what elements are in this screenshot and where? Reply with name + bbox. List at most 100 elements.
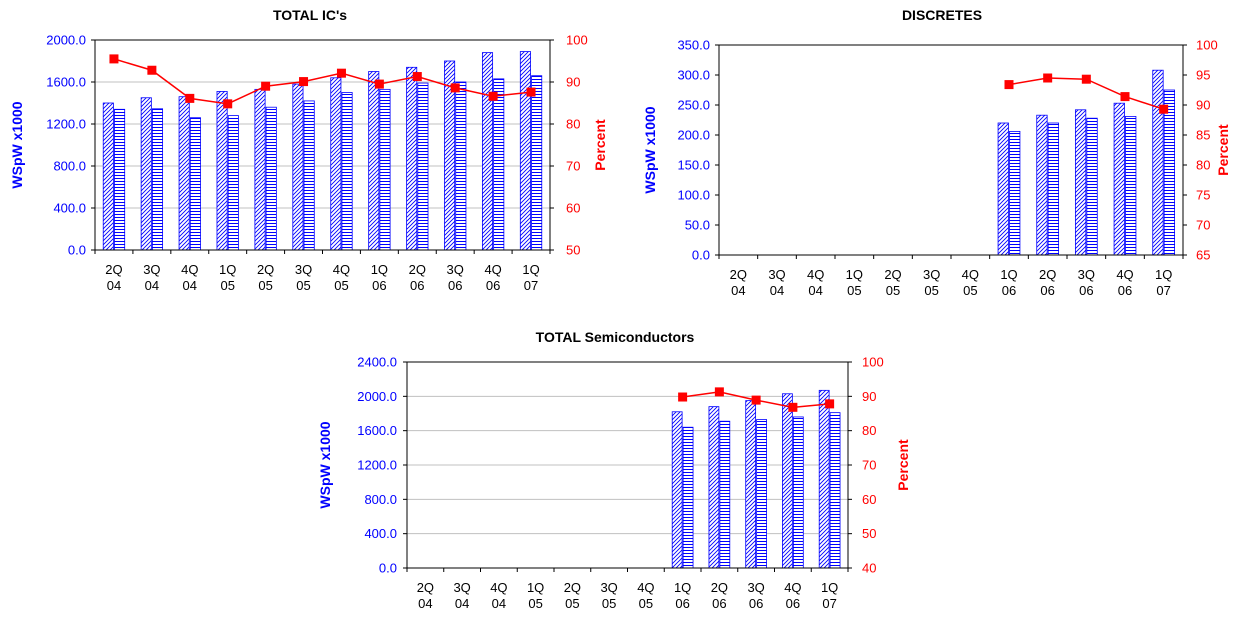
utilization-point [336, 68, 346, 78]
x-tick-label: 1Q [821, 580, 838, 595]
y-tick-label: 2000.0 [46, 33, 86, 48]
y-axis-label: WSpW x1000 [317, 421, 333, 508]
y2-axis-label: Percent [895, 439, 911, 491]
x-tick-label: 04 [731, 283, 745, 298]
y-tick-label: 1600.0 [357, 423, 397, 438]
bar-capacity [481, 52, 494, 251]
bar-actual [303, 100, 315, 251]
x-tick-label: 3Q [453, 580, 470, 595]
bar-actual [1009, 130, 1021, 256]
chart-2: DISCRETES 0.0 50.0 100.0 150.0 200.0 250.0 300.… [642, 7, 1231, 298]
x-tick-label: 05 [886, 283, 900, 298]
x-tick-label: 4Q [962, 267, 979, 282]
y-tick-label: 400.0 [364, 526, 397, 541]
plot-area-frame [94, 39, 551, 251]
bar-capacity [254, 88, 266, 251]
y2-tick-label: 40 [862, 561, 876, 576]
bar-capacity [745, 400, 757, 569]
bar-capacity [330, 77, 342, 251]
utilization-point [714, 387, 724, 397]
utilization-point [1159, 104, 1169, 114]
bar-actual [1047, 122, 1060, 256]
x-tick-label: 1Q [1155, 267, 1172, 282]
x-tick-label: 04 [418, 596, 432, 611]
x-tick-label: 05 [296, 278, 310, 293]
utilization-point [1043, 73, 1053, 83]
bar-actual [1125, 116, 1137, 256]
y2-tick-label: 100 [566, 33, 588, 48]
y-tick-label: 2400.0 [357, 355, 397, 370]
y-tick-label: 200.0 [677, 128, 710, 143]
x-tick-label: 2Q [417, 580, 434, 595]
utilization-point [526, 87, 536, 97]
x-tick-label: 04 [455, 596, 469, 611]
bar-capacity [140, 97, 152, 251]
utilization-point [412, 72, 422, 82]
bar-capacity [102, 102, 114, 251]
y2-tick-label: 60 [862, 492, 876, 507]
bar-capacity [216, 91, 228, 251]
x-tick-label: 3Q [747, 580, 764, 595]
x-tick-label: 06 [1040, 283, 1054, 298]
x-tick-label: 06 [786, 596, 800, 611]
bar-actual [227, 115, 239, 251]
x-tick-label: 3Q [447, 262, 464, 277]
x-tick-label: 06 [372, 278, 386, 293]
bar-actual [379, 88, 391, 251]
x-tick-label: 05 [847, 283, 861, 298]
y2-tick-label: 60 [566, 201, 580, 216]
x-tick-label: 4Q [333, 262, 350, 277]
bar-capacity [708, 406, 720, 569]
x-tick-label: 05 [924, 283, 938, 298]
x-tick-label: 06 [410, 278, 424, 293]
y2-tick-label: 100 [1196, 38, 1218, 53]
utilization-point [788, 402, 798, 412]
utilization-point [450, 83, 460, 93]
bar-capacity [997, 122, 1009, 256]
x-tick-label: 1Q [522, 262, 539, 277]
bar-capacity [368, 71, 380, 251]
y-tick-label: 800.0 [364, 492, 397, 507]
utilization-point [825, 399, 835, 409]
x-tick-label: 04 [107, 278, 121, 293]
bar-capacity [1074, 109, 1087, 256]
x-tick-label: 06 [1118, 283, 1132, 298]
x-tick-label: 2Q [884, 267, 901, 282]
bar-capacity [1036, 114, 1048, 256]
x-tick-label: 05 [565, 596, 579, 611]
y2-tick-label: 90 [1196, 98, 1210, 113]
utilization-point [109, 54, 119, 64]
bar-actual [341, 92, 353, 251]
y-tick-label: 0.0 [68, 243, 86, 258]
x-tick-label: 2Q [564, 580, 581, 595]
bar-actual [189, 117, 201, 251]
x-tick-label: 1Q [219, 262, 236, 277]
bar-capacity [406, 66, 418, 251]
x-tick-label: 4Q [490, 580, 507, 595]
x-tick-label: 4Q [181, 262, 198, 277]
y2-tick-label: 80 [566, 117, 580, 132]
x-tick-label: 1Q [1000, 267, 1017, 282]
x-tick-label: 2Q [711, 580, 728, 595]
x-tick-label: 3Q [923, 267, 940, 282]
y2-axis-label: Percent [1215, 124, 1231, 176]
x-tick-label: 04 [183, 278, 197, 293]
y2-tick-label: 100 [862, 355, 884, 370]
y-tick-label: 400.0 [53, 201, 86, 216]
x-tick-label: 4Q [484, 262, 501, 277]
utilization-point [751, 395, 761, 405]
bar-capacity [1152, 69, 1164, 256]
x-tick-label: 1Q [674, 580, 691, 595]
utilization-point [678, 392, 688, 402]
y-tick-label: 1600.0 [46, 75, 86, 90]
bar-actual [682, 426, 694, 569]
bar-capacity [519, 51, 531, 251]
chart-3: TOTAL Semiconductors 0.0 400.0 800.0 1200.0 1… [317, 329, 911, 611]
bar-capacity [178, 96, 190, 251]
utilization-point [299, 77, 309, 87]
bar-actual [455, 81, 467, 251]
utilization-point [1081, 74, 1091, 84]
utilization-point [1004, 80, 1014, 90]
bar-capacity [671, 411, 683, 569]
x-tick-label: 05 [258, 278, 272, 293]
